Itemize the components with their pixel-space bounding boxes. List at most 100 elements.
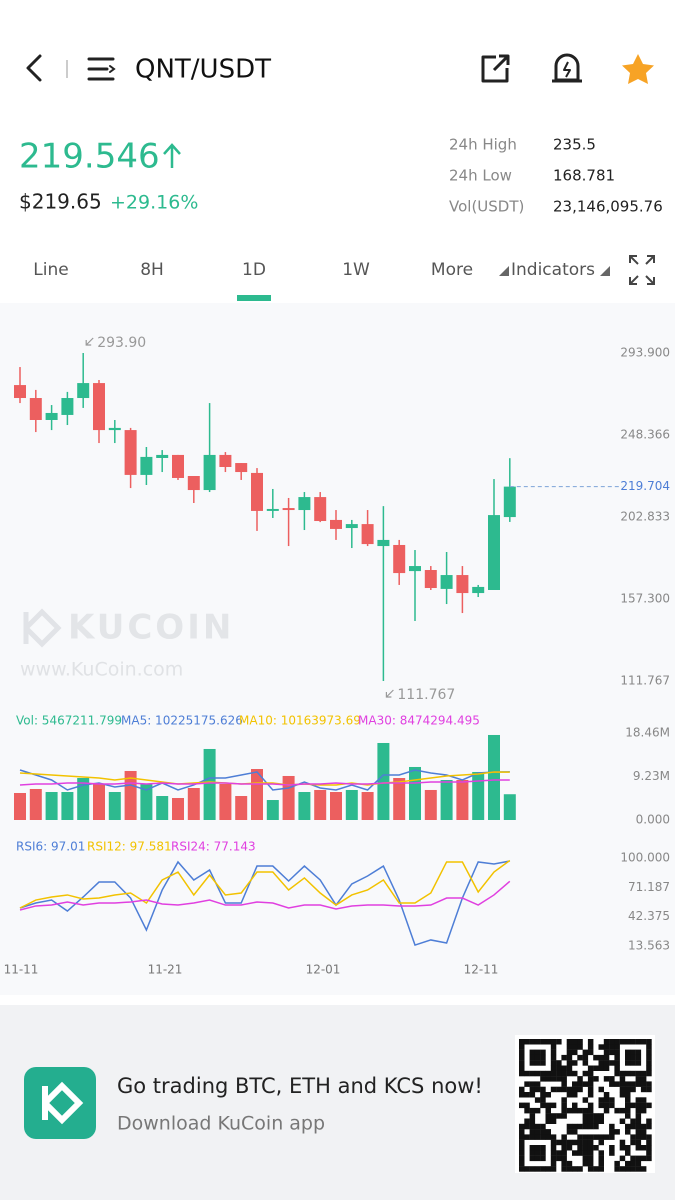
- qr-module: [587, 1086, 594, 1093]
- qr-module: [572, 1129, 578, 1135]
- fullscreen-button[interactable]: [629, 255, 655, 285]
- qr-module: [640, 1039, 647, 1045]
- qr-module: [614, 1044, 620, 1050]
- alert-button[interactable]: [552, 53, 582, 83]
- qr-module: [630, 1139, 636, 1146]
- qr-module: [625, 1092, 631, 1098]
- qr-module: [587, 1113, 594, 1119]
- qr-module: [619, 1070, 626, 1077]
- qr-module: [646, 1134, 652, 1140]
- qr-module: [646, 1070, 652, 1077]
- qr-module: [566, 1054, 573, 1061]
- tab[interactable]: 1W: [342, 260, 370, 280]
- qr-module: [529, 1092, 536, 1098]
- qr-module: [550, 1049, 557, 1056]
- watermark-logo: [23, 608, 62, 648]
- fiat-price: $219.65: [19, 190, 102, 214]
- qr-module: [566, 1160, 573, 1167]
- y-tick-label: 100.000: [620, 851, 670, 865]
- qr-module: [635, 1060, 642, 1066]
- qr-module: [630, 1134, 636, 1140]
- qr-module: [556, 1150, 562, 1156]
- qr-module: [561, 1155, 567, 1162]
- volume-bar: [203, 748, 216, 820]
- qr-module: [519, 1039, 525, 1045]
- qr-module: [519, 1134, 525, 1140]
- stat-label: Vol(USDT): [449, 198, 524, 216]
- volume-bar: [14, 792, 26, 820]
- qr-module: [614, 1060, 620, 1066]
- qr-module: [540, 1039, 546, 1045]
- qr-module: [572, 1081, 578, 1087]
- qr-module: [635, 1145, 642, 1151]
- volume-bar: [361, 792, 374, 820]
- legend-entry: MA5: 10225175.626: [121, 714, 243, 728]
- qr-module: [614, 1160, 620, 1167]
- menu-button[interactable]: [87, 57, 116, 81]
- tab[interactable]: Line: [33, 260, 68, 280]
- qr-module: [625, 1086, 631, 1093]
- qr-module: [619, 1092, 626, 1098]
- legend-entry: RSI12: 97.581: [87, 840, 172, 854]
- tab[interactable]: 1D: [242, 260, 266, 280]
- qr-module: [540, 1097, 546, 1103]
- candle-body: [298, 497, 311, 511]
- qr-module: [561, 1102, 567, 1109]
- qr-module: [534, 1060, 541, 1066]
- back-button[interactable]: [26, 54, 42, 82]
- qr-module: [572, 1060, 578, 1066]
- volume-bar: [456, 779, 469, 820]
- qr-module: [640, 1097, 647, 1103]
- qr-module: [609, 1044, 615, 1050]
- share-button[interactable]: [481, 54, 510, 83]
- favorite-star[interactable]: [622, 54, 654, 84]
- qr-module: [598, 1097, 604, 1103]
- qr-module: [598, 1044, 604, 1050]
- qr-module: [534, 1155, 541, 1162]
- qr-module: [598, 1065, 604, 1071]
- qr-module: [519, 1160, 525, 1167]
- qr-module: [524, 1039, 530, 1045]
- rsi-line: [19, 860, 510, 946]
- qr-module: [587, 1076, 594, 1082]
- qr-module: [635, 1139, 642, 1146]
- qr-module: [566, 1092, 573, 1098]
- candle-body: [472, 586, 485, 594]
- qr-module: [630, 1081, 636, 1087]
- qr-module: [545, 1092, 551, 1098]
- qr-module: [540, 1155, 546, 1162]
- watermark-text: KUCOIN: [68, 608, 234, 648]
- x-tick-label: 12-11: [464, 963, 499, 977]
- qr-module: [582, 1107, 589, 1114]
- legend-entry: MA30: 8474294.495: [358, 714, 480, 728]
- qr-module: [550, 1044, 557, 1050]
- qr-module: [625, 1081, 631, 1087]
- tab[interactable]: Indicators: [511, 260, 595, 280]
- qr-module: [619, 1039, 626, 1045]
- qr-module: [529, 1086, 536, 1093]
- qr-module: [619, 1155, 626, 1162]
- tab[interactable]: More: [431, 260, 473, 280]
- y-tick-label: 111.767: [620, 674, 670, 688]
- qr-module: [572, 1092, 578, 1098]
- qr-module: [550, 1166, 557, 1172]
- qr-module: [582, 1097, 589, 1103]
- candle-body: [77, 383, 90, 399]
- qr-module: [587, 1150, 594, 1156]
- banner-subtitle: Download KuCoin app: [117, 1113, 325, 1135]
- qr-module: [561, 1150, 567, 1156]
- qr-module: [577, 1145, 583, 1151]
- indicator-triangle: [600, 266, 610, 276]
- qr-module: [640, 1129, 647, 1135]
- banner-title: Go trading BTC, ETH and KCS now!: [117, 1074, 483, 1098]
- qr-module: [646, 1155, 652, 1162]
- qr-module: [550, 1113, 557, 1119]
- qr-module: [534, 1097, 541, 1103]
- volume-bar: [235, 796, 248, 820]
- qr-module: [529, 1070, 536, 1077]
- qr-code[interactable]: [519, 1039, 652, 1172]
- tab[interactable]: 8H: [140, 260, 164, 280]
- qr-module: [646, 1139, 652, 1146]
- volume-bar: [140, 783, 153, 820]
